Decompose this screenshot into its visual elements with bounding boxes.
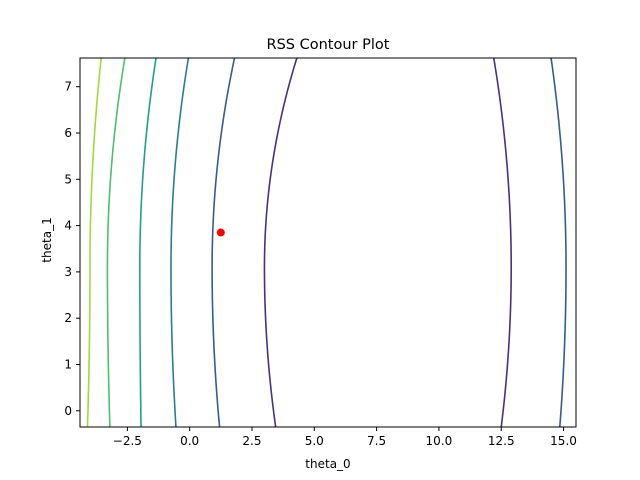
x-axis-ticks: −2.5 0.0 2.5 5.0 7.5 10.0 12.5 15.0 — [113, 427, 577, 448]
y-axis-label: theta_1 — [40, 217, 54, 262]
x-tick-label: 10.0 — [426, 434, 453, 448]
contour-line-3 — [139, 57, 157, 428]
x-tick-label: 0.0 — [180, 434, 199, 448]
contour-line-1 — [86, 57, 102, 428]
contour-lines — [86, 57, 567, 428]
contour-line-2 — [106, 57, 126, 428]
y-tick-label: 5 — [64, 172, 72, 186]
contour-line-4 — [170, 57, 190, 428]
x-tick-label: 2.5 — [242, 434, 261, 448]
x-tick-label: −2.5 — [113, 434, 142, 448]
x-axis-label: theta_0 — [305, 457, 350, 471]
y-axis-ticks: 0 1 2 3 4 5 6 7 — [64, 80, 80, 418]
y-tick-label: 0 — [64, 404, 72, 418]
y-tick-label: 6 — [64, 126, 72, 140]
x-tick-label: 5.0 — [305, 434, 324, 448]
y-tick-label: 3 — [64, 265, 72, 279]
point-layer — [216, 228, 225, 237]
y-tick-label: 1 — [64, 357, 72, 371]
x-tick-label: 7.5 — [367, 434, 386, 448]
y-tick-label: 4 — [64, 219, 72, 233]
y-tick-label: 7 — [64, 80, 72, 94]
x-tick-label: 15.0 — [550, 434, 577, 448]
chart-title: RSS Contour Plot — [267, 37, 390, 53]
y-tick-label: 2 — [64, 311, 72, 325]
contour-line-6 — [263, 57, 298, 428]
contour-line-8 — [550, 57, 567, 428]
contour-line-5 — [211, 57, 236, 428]
x-tick-label: 12.5 — [488, 434, 515, 448]
contour-line-7 — [492, 57, 513, 428]
plot-frame — [79, 57, 577, 428]
data-point — [216, 228, 225, 237]
